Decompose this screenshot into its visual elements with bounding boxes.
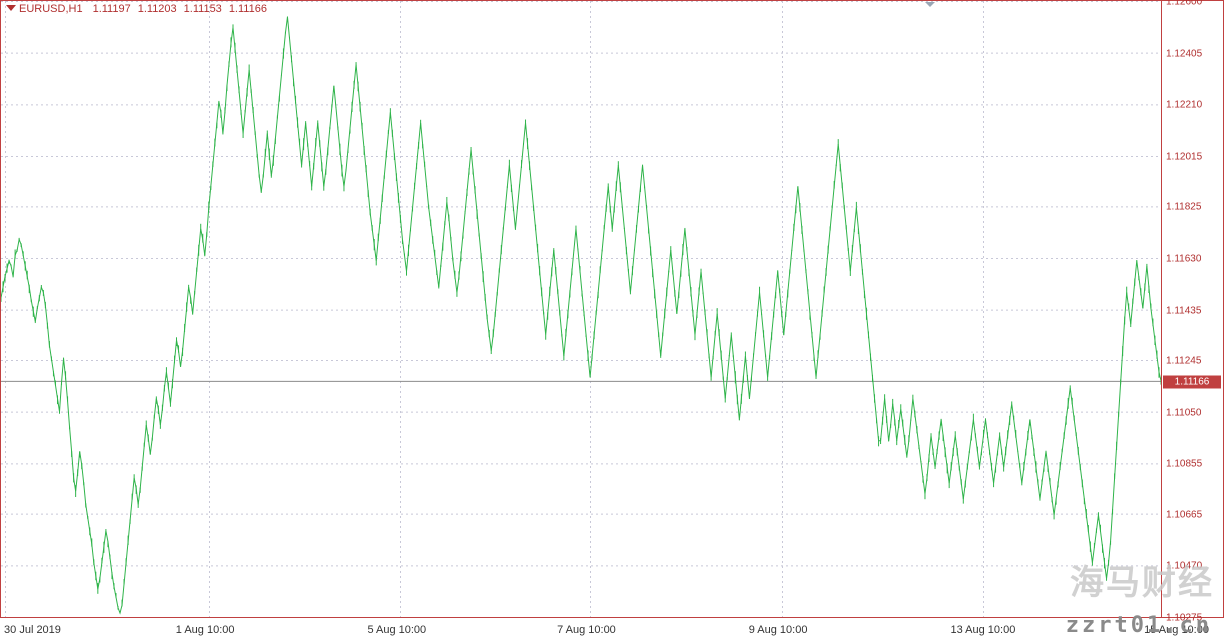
chart-top-marker-icon [925, 2, 935, 7]
time-tick-label: 30 Jul 2019 [4, 624, 61, 636]
price-tick-label: 1.12210 [1166, 99, 1203, 111]
price-tick-label: 1.12600 [1166, 0, 1203, 8]
price-tick-label: 1.11245 [1166, 355, 1202, 367]
price-tick-label: 1.11435 [1166, 305, 1202, 317]
symbol-header: EURUSD,H1 1.11197 1.11203 1.11153 1.11166 [6, 3, 274, 15]
watermark-secondary: zzrt01.cn [1065, 613, 1212, 638]
watermark-primary: 海马财经 [1070, 563, 1214, 603]
ohlc-close: 1.11166 [228, 3, 267, 15]
time-tick-label: 5 Aug 10:00 [367, 624, 427, 636]
ohlc-high: 1.11203 [137, 3, 177, 15]
price-tick-label: 1.12405 [1166, 48, 1203, 60]
price-tick-label: 1.12015 [1166, 151, 1203, 163]
time-tick-label: 7 Aug 10:00 [557, 624, 616, 636]
price-tick-label: 1.10855 [1166, 458, 1203, 470]
ohlc-open: 1.11197 [92, 3, 131, 15]
symbol-label: EURUSD,H1 [19, 3, 83, 15]
chart-gridlines [1, 1, 1161, 617]
time-tick-label: 15 Aug 10:00 [1144, 624, 1209, 636]
price-tick-label: 1.11630 [1166, 253, 1202, 265]
ohlc-low: 1.11153 [183, 3, 222, 15]
price-tick-label: 1.10665 [1166, 509, 1203, 521]
price-tick-label: 1.10470 [1166, 560, 1203, 572]
time-tick-label: 13 Aug 10:00 [950, 624, 1016, 636]
price-tick-label: 1.10275 [1166, 612, 1203, 624]
triangle-down-icon [6, 5, 16, 12]
time-scale-axis[interactable]: 30 Jul 2019 1 Aug 10:00 5 Aug 10:00 7 Aug 1… [0, 619, 1209, 644]
time-tick-label: 1 Aug 10:00 [175, 624, 235, 636]
price-scale-axis[interactable]: 1.12600 1.12405 1.12210 1.12015 1.11825 1.116… [1162, 0, 1224, 624]
price-line-series [1, 16, 1161, 615]
ohlc-values: 1.11197 1.11203 1.11153 1.11166 [93, 3, 274, 15]
price-tick-label: 1.11050 [1166, 407, 1202, 419]
chart-plot-area[interactable] [0, 0, 1162, 618]
time-tick-label: 9 Aug 10:00 [748, 624, 808, 636]
last-price-tag: 1.11166 [1163, 375, 1221, 389]
price-tick-label: 1.11825 [1166, 201, 1202, 213]
